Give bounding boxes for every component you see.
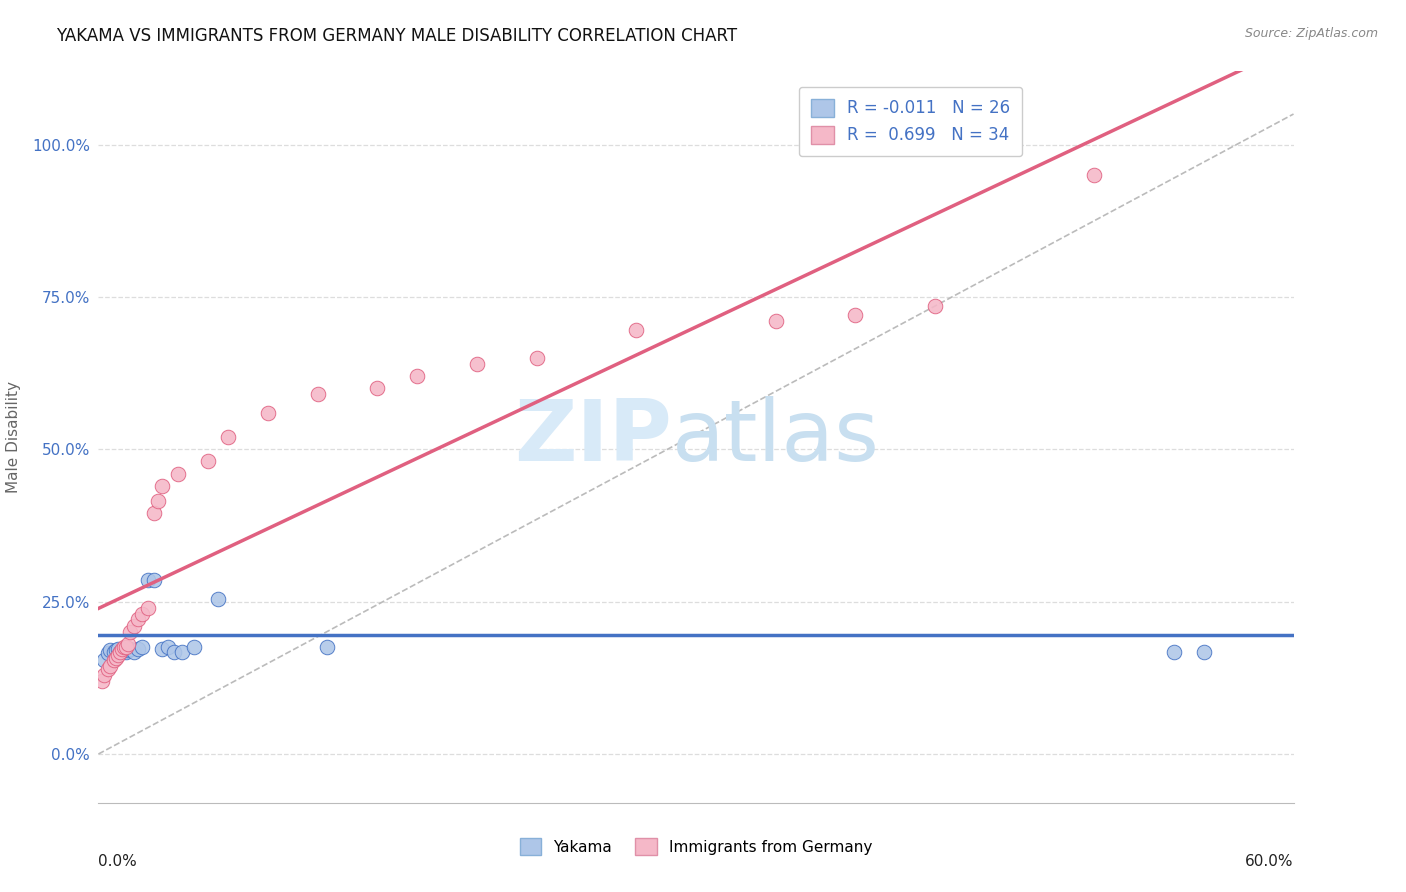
Point xyxy=(183,640,205,655)
Point xyxy=(148,494,170,508)
Point xyxy=(117,643,139,657)
Point xyxy=(97,647,120,661)
Point xyxy=(163,645,186,659)
Point xyxy=(207,591,229,606)
Point xyxy=(103,652,125,666)
Point xyxy=(115,645,138,659)
Point xyxy=(316,640,339,655)
Point xyxy=(626,323,648,337)
Y-axis label: Male Disability: Male Disability xyxy=(6,381,21,493)
Text: 60.0%: 60.0% xyxy=(1246,854,1294,869)
Point xyxy=(131,640,153,655)
Point xyxy=(98,643,122,657)
Point xyxy=(112,640,135,655)
Point xyxy=(93,667,115,681)
Point xyxy=(924,299,946,313)
Point xyxy=(107,648,129,663)
Point xyxy=(217,430,239,444)
Text: atlas: atlas xyxy=(672,395,880,479)
Text: ZIP: ZIP xyxy=(515,395,672,479)
Text: Source: ZipAtlas.com: Source: ZipAtlas.com xyxy=(1244,27,1378,40)
Point xyxy=(120,642,142,657)
Point xyxy=(110,645,132,659)
Point xyxy=(1163,645,1185,659)
Point xyxy=(136,600,159,615)
Point xyxy=(127,612,149,626)
Point xyxy=(1192,645,1215,659)
Point xyxy=(150,642,173,657)
Point xyxy=(103,645,125,659)
Point xyxy=(143,506,166,520)
Point xyxy=(136,574,159,588)
Point xyxy=(97,662,120,676)
Point xyxy=(1083,168,1105,182)
Point xyxy=(406,369,429,384)
Point xyxy=(307,387,329,401)
Point xyxy=(91,673,114,688)
Point xyxy=(105,650,128,665)
Point xyxy=(124,645,146,659)
Point xyxy=(117,637,139,651)
Point xyxy=(366,381,388,395)
Point xyxy=(172,645,194,659)
Point xyxy=(111,642,134,657)
Point xyxy=(93,652,115,666)
Point xyxy=(98,658,122,673)
Point xyxy=(110,645,132,659)
Point xyxy=(157,640,180,655)
Point xyxy=(112,643,135,657)
Point xyxy=(105,643,128,657)
Text: 0.0%: 0.0% xyxy=(98,854,138,869)
Point xyxy=(150,479,173,493)
Point xyxy=(124,619,146,633)
Point xyxy=(765,314,787,328)
Point xyxy=(115,640,138,655)
Point xyxy=(111,645,134,659)
Point xyxy=(844,308,866,322)
Text: YAKAMA VS IMMIGRANTS FROM GERMANY MALE DISABILITY CORRELATION CHART: YAKAMA VS IMMIGRANTS FROM GERMANY MALE D… xyxy=(56,27,737,45)
Point xyxy=(465,357,488,371)
Point xyxy=(197,454,219,468)
Point xyxy=(107,642,129,657)
Point xyxy=(143,574,166,588)
Point xyxy=(120,625,142,640)
Point xyxy=(127,642,149,657)
Point xyxy=(256,406,278,420)
Point xyxy=(526,351,548,365)
Point xyxy=(167,467,190,481)
Legend: Yakama, Immigrants from Germany: Yakama, Immigrants from Germany xyxy=(513,832,879,861)
Point xyxy=(131,607,153,621)
